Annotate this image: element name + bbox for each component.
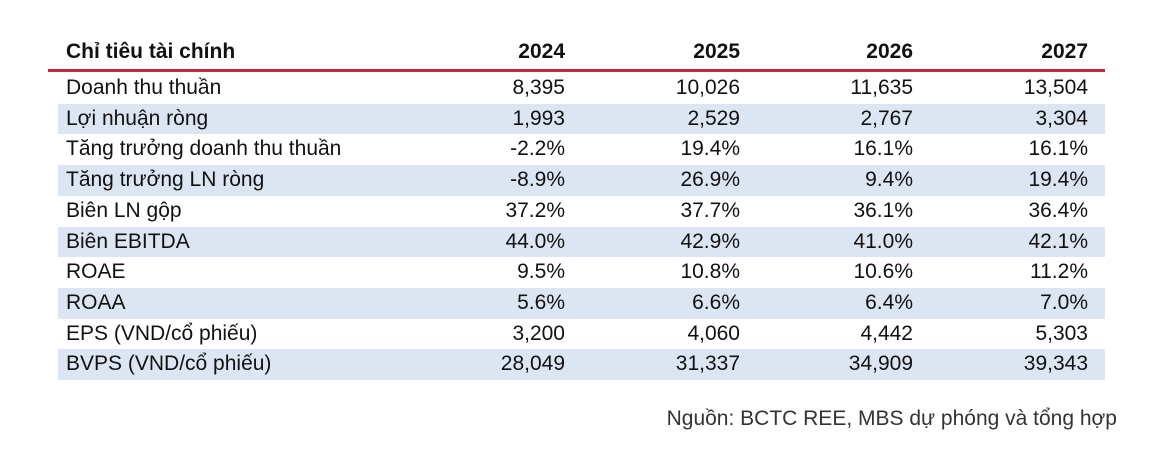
row-label: Lợi nhuận ròng (66, 106, 209, 130)
row-value: 28,049 (500, 352, 565, 376)
row-value: 19.4% (680, 137, 740, 161)
row-value: 42.1% (1028, 229, 1088, 253)
row-band (58, 349, 1105, 380)
row-label: ROAE (66, 260, 126, 284)
row-value: 6.4% (865, 290, 913, 314)
row-value: 4,060 (687, 321, 740, 345)
row-band (58, 103, 1105, 135)
row-value: 31,337 (675, 352, 740, 376)
row-value: -2.2% (510, 137, 565, 161)
row-value: 11,635 (850, 76, 913, 99)
row-value: 11.2% (1030, 260, 1088, 284)
row-value: 8,395 (512, 76, 565, 99)
row-value: 9.4% (865, 168, 913, 192)
row-value: 10,026 (675, 76, 740, 99)
row-value: 4,442 (860, 321, 913, 345)
row-value: 3,304 (1035, 106, 1088, 130)
row-label: Tăng trưởng LN ròng (66, 168, 265, 192)
row-value: 39,343 (1023, 352, 1088, 376)
row-value: 44.0% (505, 229, 565, 253)
row-value: 1,993 (512, 106, 565, 130)
header-value: 2026 (866, 40, 913, 63)
row-value: 10.8% (680, 260, 740, 284)
row-value: 2,529 (687, 106, 740, 130)
row-value: -8.9% (510, 168, 565, 192)
row-value: 34,909 (848, 352, 913, 376)
row-value: 2,767 (860, 106, 913, 130)
row-label: Doanh thu thuần (66, 76, 222, 99)
header-value: 2025 (693, 40, 740, 63)
source-note: Nguồn: BCTC REE, MBS dự phóng và tổng hợ… (666, 407, 1117, 430)
row-band (58, 287, 1105, 319)
row-value: 36.4% (1028, 198, 1088, 222)
row-value: 9.5% (517, 260, 565, 284)
row-value: 13,504 (1023, 76, 1088, 99)
row-value: 37.7% (680, 198, 740, 222)
row-label: Tăng trưởng doanh thu thuần (66, 137, 342, 161)
row-value: 16.1% (1028, 137, 1088, 161)
row-value: 7.0% (1040, 290, 1088, 314)
row-value: 16.1% (853, 137, 913, 161)
row-label: Biên EBITDA (66, 229, 190, 253)
header-rule (48, 69, 1105, 72)
row-value: 19.4% (1028, 168, 1088, 192)
row-label: Biên LN gộp (66, 198, 182, 222)
header-value: 2024 (518, 40, 565, 63)
row-value: 5.6% (517, 290, 565, 314)
header-label: Chỉ tiêu tài chính (66, 40, 236, 63)
row-value: 37.2% (505, 198, 565, 222)
row-value: 41.0% (853, 229, 913, 253)
row-value: 6.6% (692, 290, 740, 314)
row-label: BVPS (VND/cổ phiếu) (66, 352, 272, 376)
row-value: 42.9% (680, 229, 740, 253)
row-label: EPS (VND/cổ phiếu) (66, 321, 258, 345)
header-value: 2027 (1041, 40, 1088, 63)
row-value: 26.9% (680, 168, 740, 192)
row-value: 3,200 (512, 321, 565, 345)
row-band (58, 226, 1105, 258)
row-label: ROAA (66, 290, 126, 314)
row-value: 5,303 (1035, 321, 1088, 345)
row-band (58, 165, 1105, 196)
row-value: 36.1% (853, 198, 913, 222)
row-value: 10.6% (853, 260, 913, 284)
